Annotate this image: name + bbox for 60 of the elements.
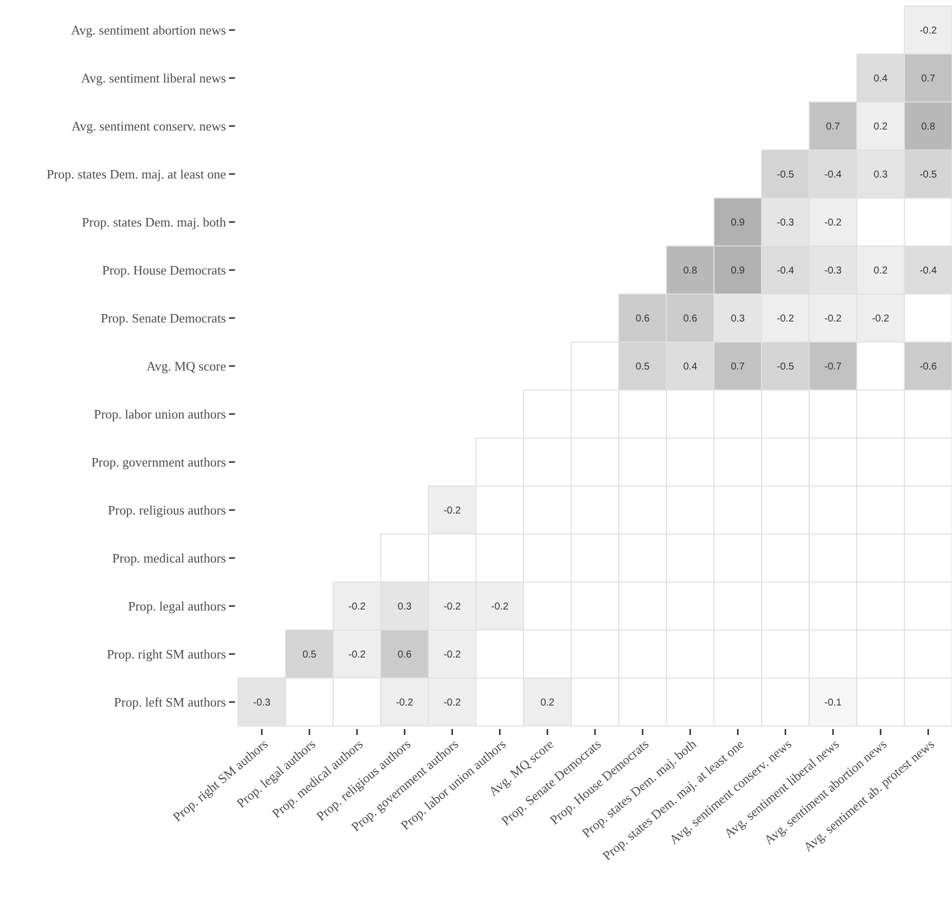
data-label: 0.2 bbox=[874, 266, 888, 276]
data-label: -0.2 bbox=[348, 602, 366, 612]
data-label: 0.3 bbox=[874, 170, 888, 180]
y-tick-label: Prop. right SM authors bbox=[106, 646, 226, 662]
y-tick-label: Avg. sentiment conserv. news bbox=[71, 118, 226, 134]
data-label: -0.4 bbox=[920, 266, 938, 276]
y-tick-label: Prop. states Dem. maj. both bbox=[82, 214, 226, 230]
y-tick-label: Prop. government authors bbox=[91, 454, 226, 470]
data-label: -0.1 bbox=[824, 698, 842, 708]
data-label: -0.4 bbox=[824, 170, 842, 180]
data-label: 0.8 bbox=[683, 266, 698, 276]
data-label: -0.2 bbox=[824, 314, 842, 324]
data-label: -0.2 bbox=[872, 314, 890, 324]
y-tick-label: Avg. sentiment abortion news bbox=[70, 22, 226, 38]
data-label: -0.2 bbox=[444, 698, 462, 708]
y-tick-label: Prop. legal authors bbox=[128, 598, 226, 614]
data-label: -0.2 bbox=[444, 506, 462, 516]
data-label: -0.5 bbox=[776, 362, 794, 372]
data-label: 0.4 bbox=[874, 74, 888, 84]
data-label: -0.3 bbox=[253, 698, 271, 708]
data-label: -0.2 bbox=[444, 602, 462, 612]
y-tick-label: Prop. religious authors bbox=[108, 502, 226, 518]
data-label: -0.2 bbox=[824, 218, 842, 228]
data-label: 0.2 bbox=[874, 122, 888, 132]
data-label: 0.9 bbox=[730, 218, 746, 228]
y-tick-label: Prop. Senate Democrats bbox=[100, 310, 226, 326]
data-label: 0.9 bbox=[730, 266, 746, 276]
data-label: -0.4 bbox=[776, 266, 794, 276]
data-label: -0.2 bbox=[348, 650, 366, 660]
y-tick-label: Prop. House Democrats bbox=[102, 262, 226, 278]
data-label: 0.5 bbox=[302, 650, 317, 660]
data-label: -0.2 bbox=[396, 698, 414, 708]
data-label: 0.6 bbox=[683, 314, 698, 324]
y-tick-label: Prop. medical authors bbox=[112, 550, 226, 566]
data-label: 0.7 bbox=[730, 362, 746, 372]
data-label: -0.6 bbox=[920, 362, 938, 372]
y-tick-label: Prop. labor union authors bbox=[94, 406, 226, 422]
data-label: -0.2 bbox=[444, 650, 462, 660]
data-label: 0.8 bbox=[921, 122, 936, 132]
data-label: -0.3 bbox=[824, 266, 842, 276]
data-label: -0.5 bbox=[920, 170, 938, 180]
data-label: 0.5 bbox=[636, 362, 650, 372]
data-label: 0.6 bbox=[398, 650, 412, 660]
data-label: -0.3 bbox=[776, 218, 794, 228]
data-label: 0.7 bbox=[826, 122, 840, 132]
data-label: 0.6 bbox=[636, 314, 650, 324]
data-label: -0.2 bbox=[776, 314, 794, 324]
y-tick-label: Prop. left SM authors bbox=[114, 694, 226, 710]
y-tick-label: Avg. sentiment liberal news bbox=[81, 70, 226, 86]
data-label: -0.2 bbox=[920, 26, 938, 36]
data-label: 0.3 bbox=[398, 602, 412, 612]
data-label: -0.7 bbox=[824, 362, 842, 372]
y-tick-label: Prop. states Dem. maj. at least one bbox=[46, 166, 226, 182]
data-label: 0.7 bbox=[921, 74, 936, 84]
data-label: 0.2 bbox=[540, 698, 555, 708]
data-label: -0.5 bbox=[776, 170, 794, 180]
y-tick-label: Avg. MQ score bbox=[146, 358, 226, 374]
data-label: -0.2 bbox=[491, 602, 509, 612]
data-label: 0.4 bbox=[683, 362, 698, 372]
data-label: 0.3 bbox=[730, 314, 746, 324]
